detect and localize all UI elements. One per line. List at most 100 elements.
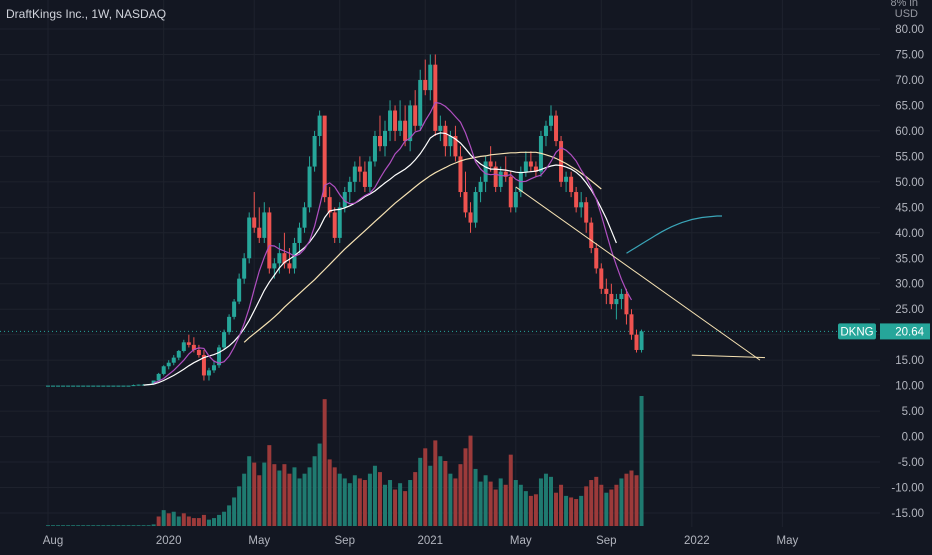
candle-body — [237, 278, 242, 302]
volume-bar — [297, 478, 302, 526]
volume-bar — [589, 480, 594, 526]
candle-body — [614, 299, 619, 305]
candle-body — [503, 171, 508, 177]
y-tick-label: 15.00 — [895, 355, 924, 367]
candle-body — [196, 349, 201, 356]
y-tick-label: 65.00 — [895, 100, 924, 112]
volume-bar — [357, 478, 362, 526]
candle-body — [222, 332, 227, 348]
candle-body — [101, 385, 106, 387]
volume-bar — [393, 489, 398, 526]
volume-bar — [569, 497, 574, 526]
volume-bar — [101, 525, 106, 526]
candle-body — [262, 212, 267, 238]
volume-bar — [473, 468, 478, 526]
volume-bar — [131, 525, 136, 526]
candle-body — [639, 331, 644, 350]
moving-average-slow — [243, 151, 602, 343]
y-tick-label: -10.00 — [891, 483, 924, 495]
candle-body — [398, 120, 403, 131]
y-tick-label: 45.00 — [895, 202, 924, 214]
candle-body — [186, 342, 191, 345]
candle-body — [508, 176, 513, 208]
candle-body — [352, 166, 357, 182]
volume-bar — [372, 465, 377, 526]
volume-bar — [408, 480, 413, 526]
volume-bar — [252, 462, 257, 526]
volume-bar — [76, 525, 81, 526]
x-tick-label: 2020 — [156, 535, 182, 547]
volume-bar — [201, 514, 206, 526]
volume-bar — [282, 464, 287, 526]
candle-body — [211, 365, 216, 371]
volume-bar — [292, 467, 297, 526]
x-tick-label: Sep — [596, 535, 616, 547]
candle-body — [428, 64, 433, 91]
volume-bar — [327, 459, 332, 526]
volume-bar — [377, 472, 382, 526]
volume-bar — [498, 478, 503, 526]
volume-bar — [352, 475, 357, 526]
candle-body — [181, 342, 186, 351]
candle-body — [629, 314, 634, 335]
candle-body — [277, 253, 282, 264]
candle-body — [342, 192, 347, 208]
candle-body — [463, 192, 468, 213]
volume-bar — [267, 445, 272, 526]
volume-bar — [538, 478, 543, 526]
candle-body — [367, 161, 372, 187]
ticker-badge — [838, 323, 876, 340]
volume-bar — [257, 475, 262, 526]
candle-body — [473, 192, 478, 223]
y-tick-label: 5.00 — [902, 406, 924, 418]
volume-bar — [191, 518, 196, 526]
y-tick-label: 35.00 — [895, 253, 924, 265]
candle-body — [388, 110, 393, 131]
volume-bar — [508, 454, 513, 526]
chart-title: DraftKings Inc., 1W, NASDAQ — [6, 7, 167, 21]
candle-body — [589, 222, 594, 249]
y-tick-label: 50.00 — [895, 177, 924, 189]
volume-bar — [196, 518, 201, 526]
last-price-badge — [880, 323, 930, 340]
y-tick-label: 40.00 — [895, 228, 924, 240]
volume-bar — [121, 525, 126, 526]
candle-body — [564, 176, 569, 182]
volume-bar — [518, 484, 523, 526]
candle-body — [408, 105, 413, 142]
candle-body — [634, 334, 639, 350]
volume-bar — [528, 495, 533, 526]
price-axis-unit: 8% in — [890, 0, 918, 9]
candle-body — [528, 161, 533, 167]
volume-bar — [599, 484, 604, 526]
volume-bar — [619, 478, 624, 526]
volume-bar — [463, 448, 468, 526]
volume-bar — [61, 525, 66, 526]
volume-bar — [166, 513, 171, 526]
volume-bar — [503, 484, 508, 526]
last-price-value: 20.64 — [895, 326, 924, 338]
volume-bar — [342, 478, 347, 526]
volume-bar — [272, 464, 277, 526]
candle-body — [599, 268, 604, 289]
volume-bar — [388, 480, 393, 526]
candle-body — [106, 385, 111, 387]
candle-body — [71, 385, 76, 387]
candle-body — [609, 293, 614, 305]
volume-bar — [126, 525, 131, 526]
candle-body — [232, 301, 237, 317]
volume-bar — [609, 489, 614, 526]
candle-body — [267, 212, 272, 269]
volume-bar — [564, 495, 569, 526]
candle-body — [448, 135, 453, 147]
candle-body — [357, 166, 362, 172]
candle-body — [156, 373, 161, 381]
candle-body — [161, 366, 166, 374]
candle-body — [423, 79, 428, 91]
volume-bar — [237, 486, 242, 526]
candle-body — [418, 79, 423, 126]
y-tick-label: 0.00 — [902, 432, 924, 444]
volume-bar — [554, 492, 559, 526]
